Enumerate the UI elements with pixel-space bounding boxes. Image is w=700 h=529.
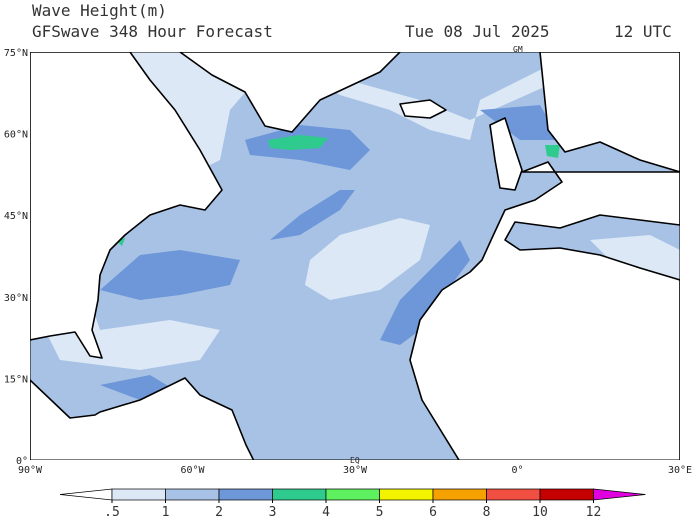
colorbar-segment [379,488,434,501]
colorbar-label: 5 [376,505,384,520]
colorbar-label: 12 [586,505,602,520]
colorbar-segment [165,488,220,501]
colorbar-segment [218,488,273,501]
lat-label: 60°N [4,130,28,141]
lon-label: 0° [511,465,523,476]
marker-label: EQ [350,456,360,465]
lat-label: 45°N [4,211,28,222]
lat-label: 30°N [4,293,28,304]
colorbar-segment [486,488,541,501]
lon-label: 30°W [343,465,368,476]
colorbar-label: 4 [322,505,330,520]
date: Tue 08 Jul 2025 [405,22,550,41]
colorbar: .5 1 2 3 4 5 6 8 10 12 [59,488,646,520]
map [30,52,680,460]
land [30,52,680,460]
colorbar-label: 3 [269,505,277,520]
subtitle: GFSwave 348 Hour Forecast [32,22,273,41]
dark-patches [100,62,620,400]
colorbar-segment [539,488,594,501]
colorbar-label: 1 [162,505,170,520]
colorbar-label: 10 [532,505,548,520]
colorbar-label: 6 [429,505,437,520]
colorbar-arrow [593,488,646,501]
colorbar-segment [432,488,487,501]
lon-label: 90°W [18,465,43,476]
colorbar-label: 8 [483,505,491,520]
green-patches [115,135,560,246]
time: 12 UTC [614,22,672,41]
colorbar-segment [272,488,327,501]
lat-label: 75°N [4,48,28,59]
colorbar-segment [111,488,166,501]
lon-label: 30°E [668,465,692,476]
lat-label: 15°N [4,374,28,385]
lat-label: 0° [16,456,28,467]
marker-label: GM [513,45,523,54]
colorbar-label: .5 [104,505,120,520]
colorbar-arrow [59,488,113,501]
colorbar-label: 2 [215,505,223,520]
lon-label: 60°W [180,465,205,476]
title: Wave Height(m) [32,1,167,20]
colorbar-segment [325,488,380,501]
